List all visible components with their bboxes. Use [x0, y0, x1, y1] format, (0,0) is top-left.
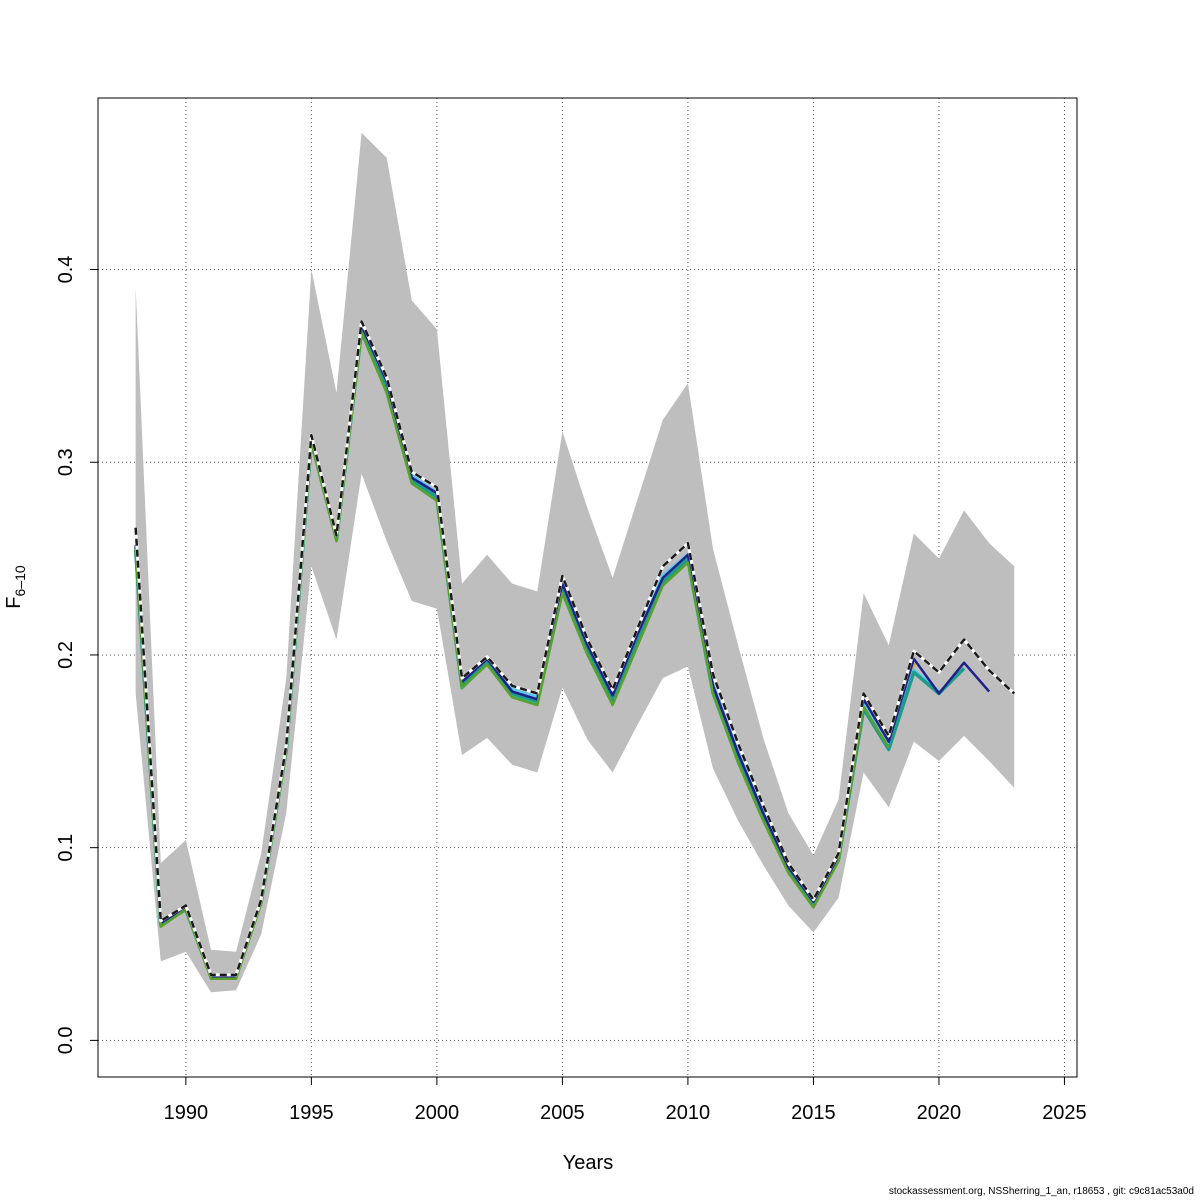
y-tick-label: 0.4	[55, 256, 77, 284]
x-tick-label: 2010	[666, 1102, 711, 1124]
y-axis-title-main: F	[3, 596, 25, 608]
x-tick-label: 1990	[164, 1102, 209, 1124]
x-tick-label: 1995	[289, 1102, 334, 1124]
x-tick-label: 2020	[917, 1102, 962, 1124]
y-tick-label: 0.2	[55, 641, 77, 669]
y-axis: 0.0 0.1 0.2 0.3 0.4	[55, 256, 99, 1054]
confidence-band	[135, 132, 1015, 993]
footer-caption: stockassessment.org, NSSherring_1_an, r1…	[888, 1186, 1194, 1197]
y-axis-title: F6–10	[3, 565, 28, 609]
y-tick-label: 0.1	[55, 834, 77, 862]
x-tick-label: 2015	[791, 1102, 836, 1124]
x-tick-label: 2025	[1042, 1102, 1087, 1124]
y-tick-label: 0.3	[55, 448, 77, 476]
x-axis-title: Years	[563, 1152, 613, 1174]
x-axis: 1990 1995 2000 2005 2010 2015 2020 2025	[164, 1076, 1087, 1124]
x-tick-label: 2000	[415, 1102, 460, 1124]
y-tick-label: 0.0	[55, 1026, 77, 1054]
confidence-band-layer	[135, 132, 1015, 993]
y-axis-title-subscript: 6–10	[12, 565, 28, 596]
series-line-7	[134, 320, 1016, 977]
x-tick-label: 2005	[540, 1102, 585, 1124]
series-layer	[133, 320, 1016, 980]
